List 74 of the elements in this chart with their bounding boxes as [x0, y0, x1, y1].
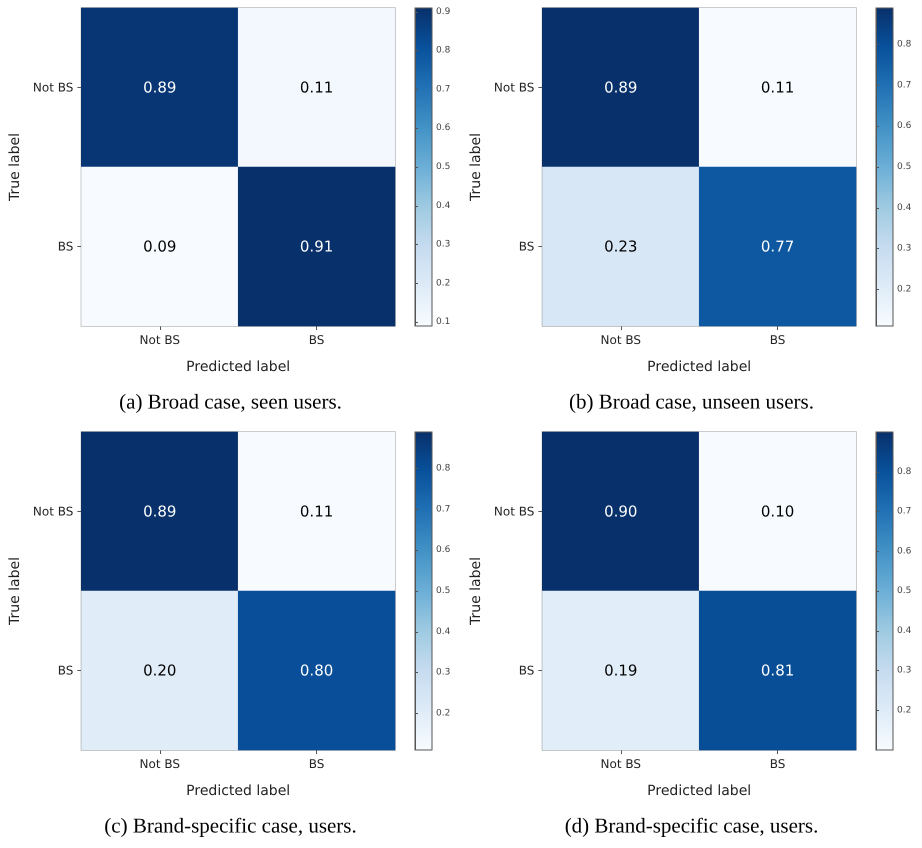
y-tick-label: BS: [58, 664, 74, 678]
text: (d) Brand-specific case, users.: [564, 814, 818, 838]
color-bar-label: 0.7: [897, 506, 912, 516]
color-bar-label: 0.5: [436, 586, 450, 596]
data-label: 0.20: [143, 662, 176, 680]
data-label: 0.89: [604, 78, 638, 96]
x-tick-label: BS: [770, 333, 786, 347]
data-label: 0.11: [300, 78, 334, 96]
y-tick-label: BS: [58, 240, 74, 254]
color-bar-label: 0.4: [897, 626, 912, 636]
data-label: 0.19: [604, 662, 638, 680]
color-bar-label: 0.6: [897, 121, 912, 132]
color-bar-label: 0.2: [897, 284, 912, 294]
color-bar-label: 0.7: [897, 80, 912, 90]
y-tick-label: Not BS: [494, 504, 534, 518]
color-bar-label: 0.3: [897, 244, 912, 254]
data-label: 0.81: [760, 662, 794, 680]
data-label: 0.91: [300, 238, 334, 256]
color-bar-label: 0.6: [897, 546, 912, 556]
color-bar-label: 0.2: [436, 708, 450, 718]
x-tick-label: Not BS: [600, 757, 642, 771]
color-bar-label: 0.8: [436, 46, 451, 56]
color-bar-label: 0.3: [436, 240, 450, 250]
y-tick-label: Not BS: [32, 80, 74, 94]
y-tick-label: Not BS: [32, 504, 74, 518]
data-label: 0.80: [300, 662, 334, 680]
data-label: 0.10: [760, 502, 794, 520]
x-tick-label: Not BS: [600, 333, 642, 347]
x-axis-title: Predicted label: [647, 783, 752, 799]
x-tick-label: BS: [308, 757, 324, 771]
text: (c) Brand-specific case, users.: [104, 814, 357, 838]
color-bar-label: 0.3: [897, 666, 912, 676]
data-label: 0.23: [604, 238, 638, 256]
x-tick-label: BS: [770, 757, 786, 771]
color-bar-label: 0.1: [436, 317, 450, 328]
color-bar-label: 0.9: [436, 6, 451, 17]
text: (a) Broad case, seen users.: [119, 390, 342, 414]
y-axis-title: True label: [7, 556, 23, 626]
color-bar-label: 0.2: [897, 705, 912, 716]
color-bar-label: 0.8: [897, 40, 912, 50]
x-tick-label: BS: [308, 333, 324, 347]
data-label: 0.89: [143, 502, 176, 520]
color-bar-label: 0.5: [897, 586, 912, 596]
data-label: 0.09: [143, 238, 176, 256]
data-label: 0.89: [143, 78, 176, 96]
x-axis-title: Predicted label: [186, 783, 290, 799]
x-axis-title: Predicted label: [186, 359, 290, 375]
data-label: 0.11: [300, 502, 334, 520]
y-axis-title: True label: [468, 132, 484, 202]
data-label: 0.11: [760, 78, 794, 96]
color-bar-label: 0.4: [897, 202, 912, 213]
color-bar-label: 0.6: [436, 123, 451, 134]
color-bar-label: 0.5: [436, 162, 450, 172]
color-bar-label: 0.7: [436, 504, 450, 514]
x-axis-title: Predicted label: [647, 359, 752, 375]
color-bar-label: 0.8: [897, 466, 912, 477]
color-bar-label: 0.4: [436, 626, 451, 637]
y-tick-label: BS: [518, 240, 534, 254]
x-tick-label: Not BS: [140, 757, 180, 771]
y-axis-title: True label: [468, 556, 484, 626]
text: (b) Broad case, unseen users.: [569, 390, 814, 414]
x-tick-label: Not BS: [140, 333, 180, 347]
color-bar-label: 0.3: [436, 668, 450, 678]
color-bar-label: 0.4: [436, 200, 451, 211]
y-tick-label: Not BS: [494, 80, 534, 94]
color-bar-label: 0.2: [436, 278, 450, 288]
color-bar-label: 0.7: [436, 84, 450, 94]
color-bar-label: 0.6: [436, 545, 451, 556]
data-label: 0.90: [604, 502, 638, 520]
y-tick-label: BS: [518, 664, 534, 678]
y-axis-title: True label: [7, 132, 23, 202]
data-label: 0.77: [760, 238, 794, 256]
color-bar-label: 0.8: [436, 464, 451, 474]
color-bar-label: 0.5: [897, 162, 912, 172]
